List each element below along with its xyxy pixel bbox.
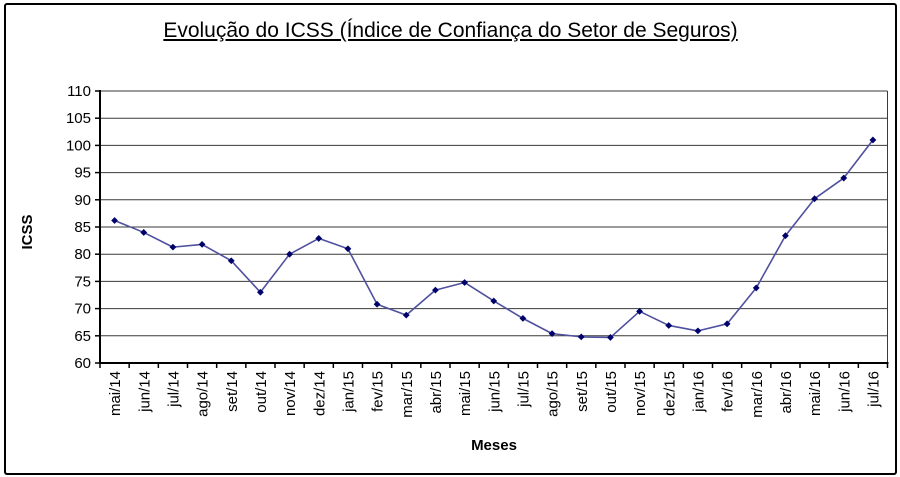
chart-frame: Evolução do ICSS (Índice de Confiança do… xyxy=(4,3,897,475)
y-tick-label: 75 xyxy=(74,273,91,290)
x-tick-label: mai/14 xyxy=(107,371,124,416)
data-point-marker xyxy=(811,195,818,203)
series-line xyxy=(114,139,874,339)
data-point-marker xyxy=(752,284,760,292)
data-point-marker xyxy=(694,327,702,335)
data-point-marker xyxy=(723,320,731,328)
x-tick-label: jan/16 xyxy=(690,371,707,413)
x-tick-label: jul/15 xyxy=(515,371,532,408)
data-point-marker xyxy=(111,217,118,224)
x-tick-label: abr/16 xyxy=(778,371,795,414)
x-tick-label: out/15 xyxy=(603,371,620,413)
x-tick-label: jan/15 xyxy=(340,371,357,413)
data-point-marker xyxy=(432,286,439,294)
x-tick-label: fev/16 xyxy=(720,371,737,412)
y-tick-label: 65 xyxy=(74,328,91,345)
data-point-marker xyxy=(402,311,410,319)
data-point-marker xyxy=(490,297,498,305)
x-tick-label: nov/14 xyxy=(282,371,299,416)
data-point-marker xyxy=(636,307,643,315)
data-point-marker xyxy=(286,250,293,258)
x-tick-label: mar/15 xyxy=(399,371,416,418)
y-tick-label: 95 xyxy=(74,165,91,182)
x-tick-label: jun/16 xyxy=(836,371,853,413)
chart-title: Evolução do ICSS (Índice de Confiança do… xyxy=(163,19,738,42)
x-tick-label: jul/16 xyxy=(865,371,882,408)
x-axis-labels: mai/14 jun/14 jul/14 ago/14 set/14 out/14 nov/… xyxy=(107,371,882,418)
data-point-marker xyxy=(548,330,556,338)
x-axis-title: Meses xyxy=(471,437,517,454)
y-axis-labels: 60 65 70 75 80 85 90 95 100 105 110 xyxy=(66,83,91,372)
data-point-marker xyxy=(169,243,177,251)
y-tick-label: 105 xyxy=(66,110,91,127)
data-point-marker xyxy=(227,257,235,265)
data-point-marker xyxy=(869,136,877,144)
y-tick-label: 100 xyxy=(66,137,91,154)
x-tick-label: abr/15 xyxy=(428,371,445,414)
x-tick-label: mai/16 xyxy=(807,371,824,416)
gridlines xyxy=(100,90,888,337)
y-tick-label: 60 xyxy=(74,355,91,372)
data-point-marker xyxy=(140,229,148,236)
x-tick-label: set/15 xyxy=(574,371,591,412)
data-point-marker xyxy=(607,334,614,341)
x-tick-label: set/14 xyxy=(224,371,241,412)
y-tick-label: 90 xyxy=(74,192,91,209)
data-point-marker xyxy=(461,279,468,286)
x-tick-label: mar/16 xyxy=(749,371,766,418)
y-axis-title: ICSS xyxy=(19,214,36,249)
data-point-marker xyxy=(840,174,848,182)
data-point-marker xyxy=(198,241,206,248)
y-tick-label: 70 xyxy=(74,301,91,318)
x-tick-label: dez/15 xyxy=(661,371,678,416)
x-tick-label: jul/14 xyxy=(165,371,182,408)
data-point-marker xyxy=(577,333,585,341)
x-tick-label: nov/15 xyxy=(632,371,649,416)
data-point-marker xyxy=(257,288,264,296)
data-point-marker xyxy=(315,235,323,242)
data-point-marker xyxy=(519,314,527,322)
x-tick-label: ago/14 xyxy=(195,371,212,417)
data-point-marker xyxy=(782,232,789,240)
y-axis-ticks xyxy=(95,90,100,364)
x-tick-label: fev/15 xyxy=(370,371,387,412)
data-point-marker xyxy=(665,322,673,329)
x-tick-label: mai/15 xyxy=(457,371,474,416)
y-tick-label: 110 xyxy=(67,83,91,100)
x-tick-label: out/14 xyxy=(253,371,270,413)
data-point-marker xyxy=(344,245,352,253)
x-tick-label: jun/14 xyxy=(136,371,153,413)
data-point-marker xyxy=(373,300,381,308)
x-tick-label: ago/15 xyxy=(545,371,562,417)
x-axis-ticks xyxy=(99,363,889,368)
x-tick-label: dez/14 xyxy=(311,371,328,416)
data-series xyxy=(111,136,877,341)
x-tick-label: jun/15 xyxy=(486,371,503,413)
y-tick-label: 85 xyxy=(74,219,91,236)
y-tick-label: 80 xyxy=(74,246,91,263)
